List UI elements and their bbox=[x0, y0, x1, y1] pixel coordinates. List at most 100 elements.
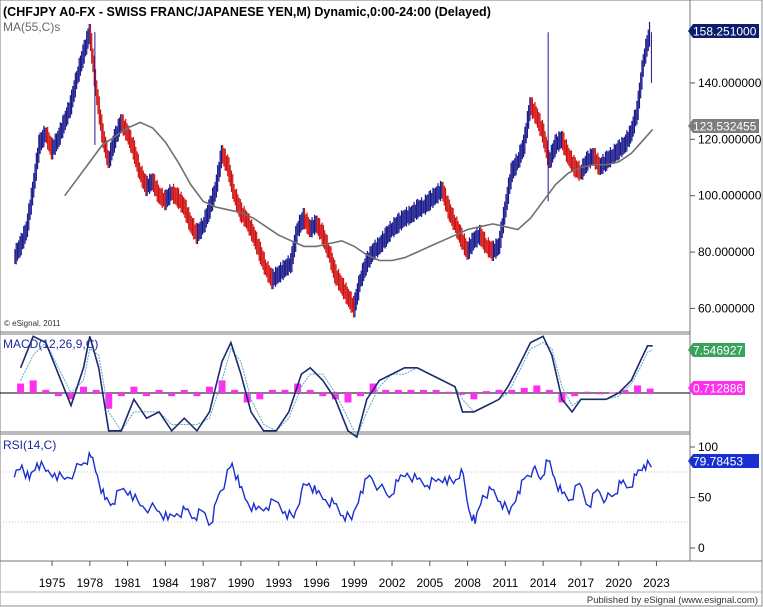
macd-hist-bar bbox=[583, 391, 591, 393]
rsi-last-badge: 79.78453 bbox=[688, 454, 759, 469]
date-tick-label: 2011 bbox=[492, 576, 518, 590]
date-tick-label: 1987 bbox=[190, 576, 217, 590]
macd-hist-bar bbox=[231, 389, 239, 393]
macd-hist-bar bbox=[344, 393, 352, 403]
macd-hist-bar bbox=[470, 393, 478, 400]
macd-hist-bar bbox=[256, 393, 264, 400]
rsi-tick-label: 0 bbox=[698, 541, 705, 555]
macd-hist-bar bbox=[205, 386, 213, 393]
date-tick-label: 2023 bbox=[643, 576, 670, 590]
date-tick-label: 1984 bbox=[152, 576, 179, 590]
svg-text:0.712886: 0.712886 bbox=[693, 382, 743, 396]
copyright-label: © eSignal, 2011 bbox=[4, 319, 61, 328]
rsi-series bbox=[13, 450, 653, 527]
date-tick-label: 2008 bbox=[454, 576, 481, 590]
rsi-tick-label: 50 bbox=[698, 491, 712, 505]
macd-hist-bar bbox=[67, 393, 75, 400]
macd-hist-bar bbox=[281, 389, 289, 393]
macd-hist-bar bbox=[407, 389, 415, 393]
macd-hist-bar bbox=[634, 385, 642, 393]
macd-hist-bar bbox=[168, 393, 176, 397]
macd-hist-bar bbox=[420, 389, 428, 393]
macd-histogram bbox=[17, 380, 654, 409]
svg-text:7.546927: 7.546927 bbox=[693, 344, 743, 358]
macd-hist-bar bbox=[382, 389, 390, 393]
svg-text:123.532455: 123.532455 bbox=[693, 120, 757, 134]
date-tick-label: 1975 bbox=[39, 576, 66, 590]
macd-hist-bar bbox=[306, 389, 314, 393]
macd-hist-bar bbox=[394, 389, 402, 393]
macd-hist-bar bbox=[268, 389, 276, 393]
macd-hist-bar bbox=[218, 380, 226, 393]
price-axis: 140.000000 120.000000 100.000000 80.000000 6… bbox=[690, 76, 762, 315]
macd-hist-bar bbox=[457, 393, 465, 395]
price-tick-label: 80.000000 bbox=[698, 245, 755, 259]
macd-hist-bar bbox=[331, 393, 339, 400]
macd-hist-bar bbox=[621, 389, 629, 393]
rsi-tick-label: 100 bbox=[698, 440, 718, 454]
macd-hist-bar bbox=[17, 383, 25, 393]
macd-hist-bar bbox=[596, 393, 604, 395]
macd-hist-bar bbox=[294, 383, 302, 393]
ma-last-badge: 123.532455 bbox=[688, 119, 759, 134]
macd-hist-bar bbox=[445, 391, 453, 393]
date-tick-label: 1981 bbox=[114, 576, 141, 590]
macd-hist-bar bbox=[155, 389, 163, 393]
price-tick-label: 60.000000 bbox=[698, 301, 755, 315]
macd-hist-bar bbox=[482, 391, 490, 393]
macd-hist-bar bbox=[193, 393, 201, 397]
macd-label: MACD(12,26,9,C) bbox=[3, 337, 98, 351]
price-tick-label: 100.000000 bbox=[698, 189, 762, 203]
macd-hist-bar bbox=[130, 386, 138, 393]
macd-last-badge: 7.546927 bbox=[688, 343, 745, 358]
rsi-axis: 100 50 0 bbox=[690, 440, 718, 555]
price-last-badge: 158.251000 bbox=[688, 24, 759, 39]
date-tick-label: 2005 bbox=[416, 576, 443, 590]
footer-credit: Published by eSignal (www.esignal.com) bbox=[587, 595, 758, 606]
ma-series bbox=[64, 121, 654, 262]
macd-hist-bar bbox=[520, 387, 528, 393]
macd-hist-bar bbox=[495, 389, 503, 393]
svg-text:158.251000: 158.251000 bbox=[693, 25, 757, 39]
date-tick-label: 1990 bbox=[228, 576, 255, 590]
price-tick-label: 140.000000 bbox=[698, 76, 762, 90]
macd-hist-bar bbox=[533, 385, 541, 393]
date-axis: 1975 1978 1981 1984 1987 1990 1993 1996 1999 2002… bbox=[39, 561, 670, 590]
date-tick-label: 1993 bbox=[265, 576, 292, 590]
macd-hist-bar bbox=[143, 393, 151, 397]
macd-hist-bar bbox=[432, 389, 440, 393]
macd-hist-bar bbox=[54, 393, 62, 397]
date-tick-label: 1978 bbox=[76, 576, 103, 590]
chart-title: (CHFJPY A0-FX - SWISS FRANC/JAPANESE YEN… bbox=[3, 5, 491, 19]
date-tick-label: 2020 bbox=[605, 576, 632, 590]
date-tick-label: 2014 bbox=[530, 576, 557, 590]
macd-hist-last-badge: 0.712886 bbox=[688, 381, 745, 396]
macd-hist-bar bbox=[117, 393, 125, 397]
macd-signal-series bbox=[20, 341, 653, 439]
macd-hist-bar bbox=[608, 392, 616, 394]
price-bars bbox=[14, 21, 652, 318]
macd-hist-bar bbox=[571, 393, 579, 397]
date-tick-label: 1999 bbox=[341, 576, 368, 590]
macd-hist-bar bbox=[357, 393, 365, 397]
macd-hist-bar bbox=[105, 393, 113, 409]
macd-hist-bar bbox=[80, 386, 88, 393]
macd-hist-bar bbox=[545, 389, 553, 393]
svg-text:79.78453: 79.78453 bbox=[693, 455, 743, 469]
date-tick-label: 1996 bbox=[303, 576, 330, 590]
macd-hist-bar bbox=[369, 383, 377, 393]
macd-series bbox=[19, 335, 653, 439]
macd-hist-bar bbox=[508, 389, 516, 393]
macd-hist-bar bbox=[646, 388, 654, 393]
macd-hist-bar bbox=[42, 389, 50, 393]
rsi-label: RSI(14,C) bbox=[3, 438, 56, 452]
date-tick-label: 2017 bbox=[568, 576, 595, 590]
price-tick-label: 120.000000 bbox=[698, 132, 762, 146]
macd-hist-bar bbox=[180, 389, 188, 393]
ma-label: MA(55,C)s bbox=[3, 20, 60, 34]
macd-hist-bar bbox=[29, 380, 37, 393]
date-tick-label: 2002 bbox=[379, 576, 406, 590]
